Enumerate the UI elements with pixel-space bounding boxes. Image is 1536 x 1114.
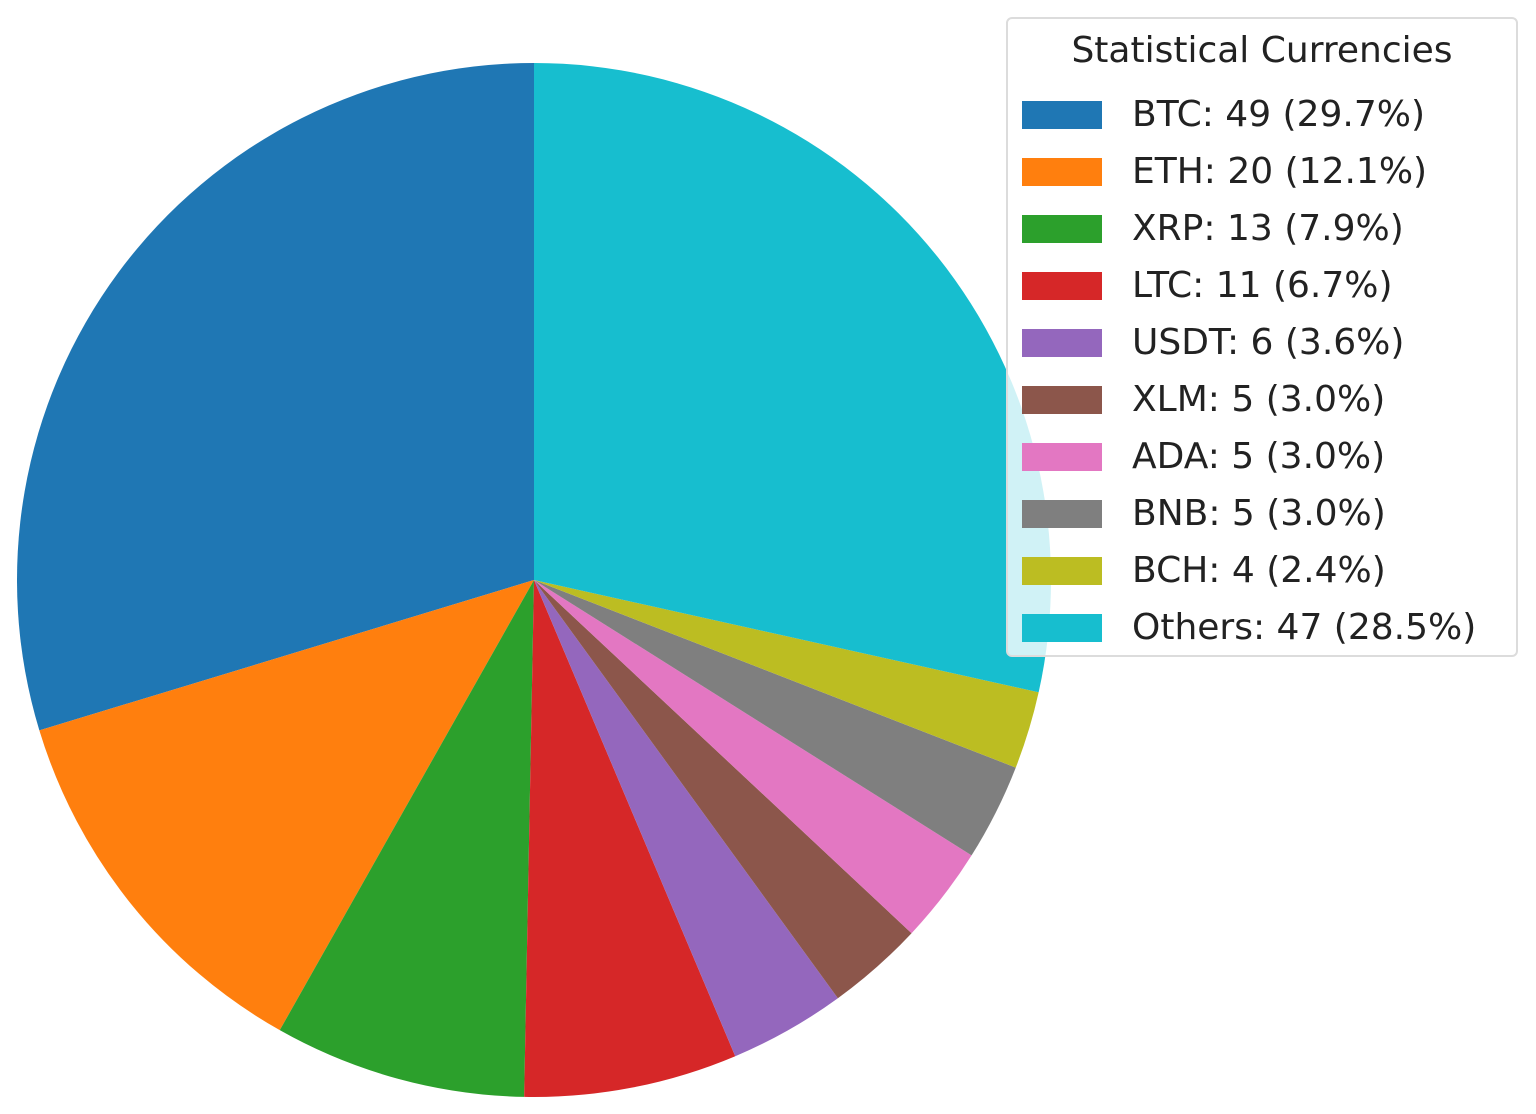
legend-swatch	[1022, 158, 1102, 186]
legend-entry-ada: ADA: 5 (3.0%)	[1008, 436, 1516, 477]
pie-slice-ltc	[524, 580, 736, 1098]
legend-swatch	[1022, 272, 1102, 300]
pie-slice-xrp	[279, 580, 534, 1097]
legend-label: ADA: 5 (3.0%)	[1132, 436, 1386, 477]
legend-swatch	[1022, 215, 1102, 243]
legend-entry-xrp: XRP: 13 (7.9%)	[1008, 208, 1516, 249]
legend-label: Others: 47 (28.5%)	[1132, 607, 1477, 648]
legend-swatch	[1022, 329, 1102, 357]
legend-entry-others: Others: 47 (28.5%)	[1008, 607, 1516, 648]
legend-entry-bnb: BNB: 5 (3.0%)	[1008, 493, 1516, 534]
legend-entry-ltc: LTC: 11 (6.7%)	[1008, 265, 1516, 306]
legend-label: XLM: 5 (3.0%)	[1132, 379, 1386, 420]
legend-label: BCH: 4 (2.4%)	[1132, 550, 1386, 591]
pie-slice-usdt	[534, 580, 838, 1057]
legend-swatch	[1022, 557, 1102, 585]
legend-swatch	[1022, 101, 1102, 129]
legend-label: BTC: 49 (29.7%)	[1132, 94, 1425, 135]
legend-swatch	[1022, 443, 1102, 471]
pie-slice-bnb	[534, 580, 1016, 856]
pie-slice-others	[534, 63, 1052, 693]
legend-label: ETH: 20 (12.1%)	[1132, 151, 1428, 192]
pie-slice-xlm	[534, 580, 912, 999]
pie-slice-ada	[534, 580, 972, 934]
legend-label: LTC: 11 (6.7%)	[1132, 265, 1393, 306]
legend-entry-bch: BCH: 4 (2.4%)	[1008, 550, 1516, 591]
pie-slice-btc	[16, 63, 534, 731]
legend-swatch	[1022, 386, 1102, 414]
legend-swatch	[1022, 500, 1102, 528]
pie-slice-bch	[534, 580, 1039, 768]
legend-label: XRP: 13 (7.9%)	[1132, 208, 1404, 249]
legend-entry-usdt: USDT: 6 (3.6%)	[1008, 322, 1516, 363]
legend-label: BNB: 5 (3.0%)	[1132, 493, 1386, 534]
legend-entry-xlm: XLM: 5 (3.0%)	[1008, 379, 1516, 420]
legend-title: Statistical Currencies	[1071, 30, 1453, 71]
legend: Statistical Currencies BTC: 49 (29.7%) ET…	[1006, 17, 1518, 657]
legend-swatch	[1022, 614, 1102, 642]
legend-entry-eth: ETH: 20 (12.1%)	[1008, 151, 1516, 192]
legend-entry-btc: BTC: 49 (29.7%)	[1008, 94, 1516, 135]
legend-label: USDT: 6 (3.6%)	[1132, 322, 1405, 363]
pie-slice-eth	[39, 580, 534, 1031]
